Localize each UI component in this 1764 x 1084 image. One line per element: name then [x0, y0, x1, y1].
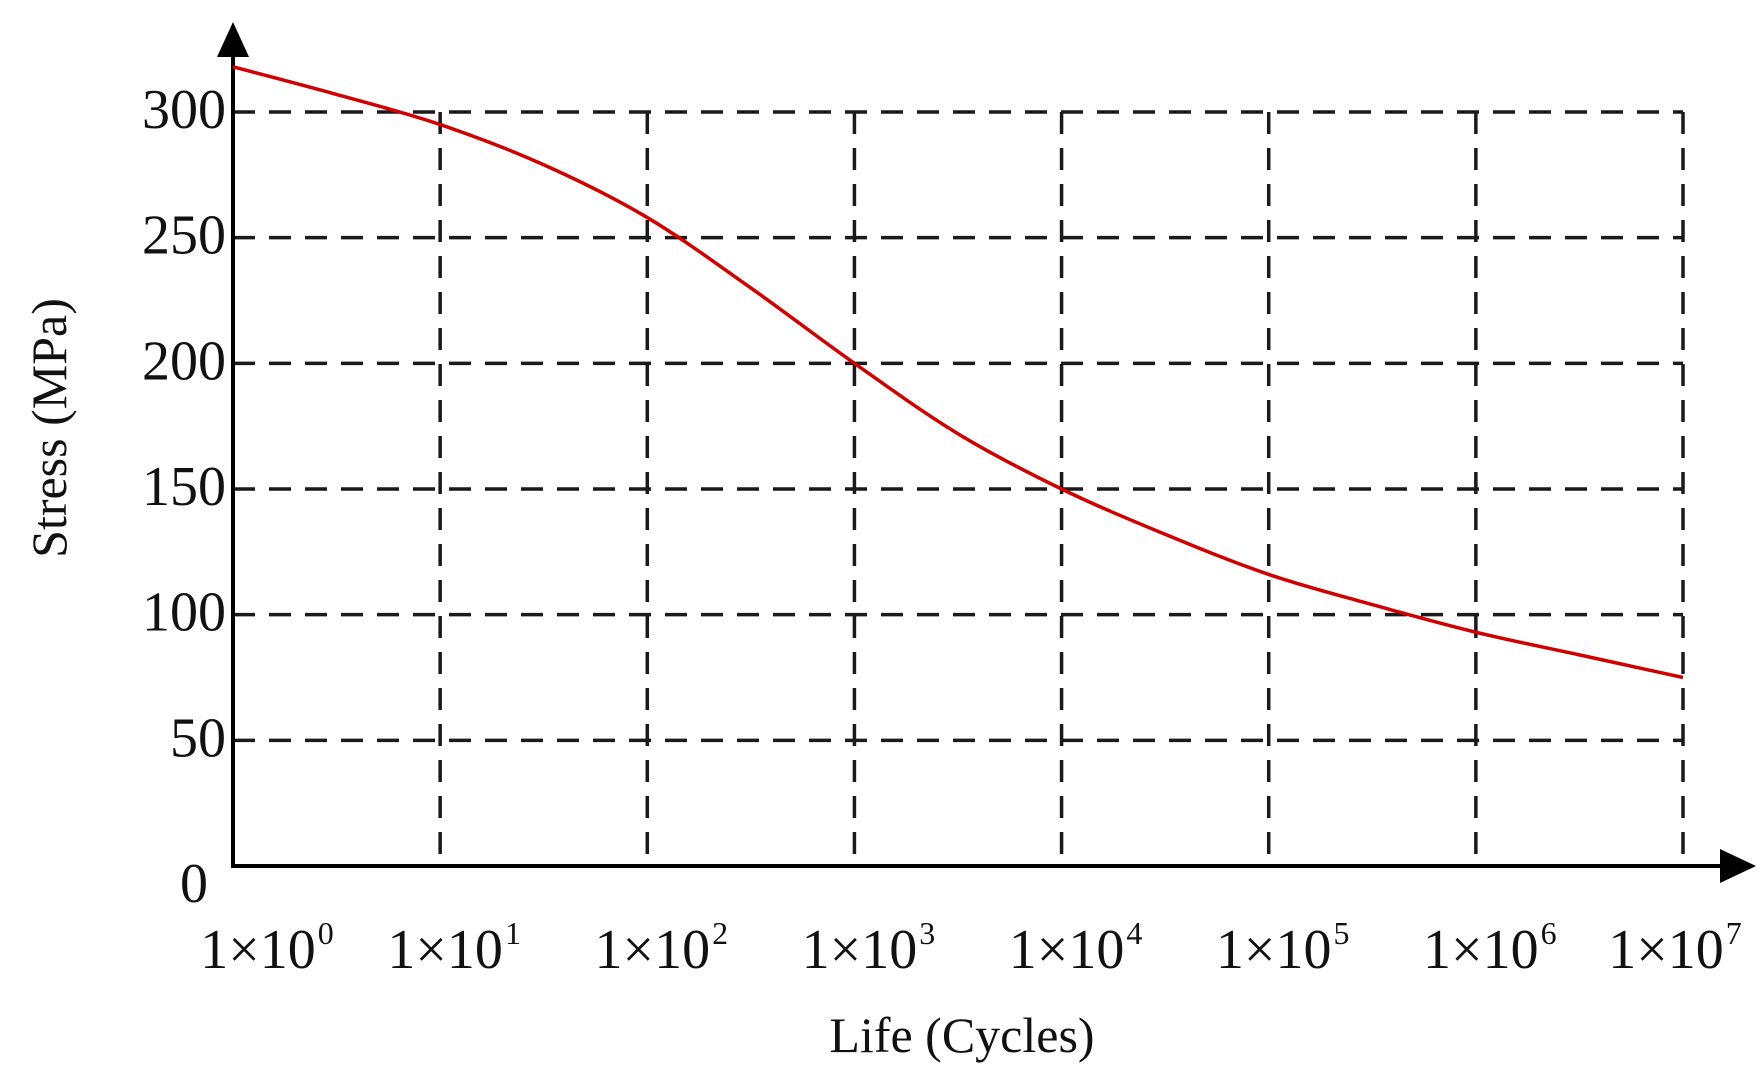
y-tick-labels: 0 50 100 150 200 250 300 — [142, 79, 226, 915]
x-tick-base: 1×10 — [1009, 919, 1125, 981]
grid — [233, 110, 1685, 866]
x-tick-exponent: 7 — [1726, 915, 1742, 951]
x-tick-exponent: 2 — [712, 915, 728, 951]
y-axis-label: Stress (MPa) — [21, 298, 77, 558]
x-tick-base: 1×10 — [594, 919, 710, 981]
x-tick-exponent: 4 — [1126, 915, 1142, 951]
y-tick-label: 300 — [142, 79, 226, 141]
axes — [217, 22, 1756, 883]
y-axis-arrow-icon — [217, 22, 249, 57]
x-tick-base: 1×10 — [1423, 919, 1539, 981]
x-tick-exponent: 1 — [505, 915, 521, 951]
x-tick-label: 1×106 — [1423, 915, 1557, 981]
x-tick-label: 1×107 — [1608, 915, 1742, 981]
x-tick-base: 1×10 — [387, 919, 503, 981]
x-axis-arrow-icon — [1720, 849, 1756, 883]
y-tick-label: 250 — [142, 205, 226, 267]
y-tick-label: 50 — [170, 707, 226, 769]
x-tick-base: 1×10 — [200, 919, 316, 981]
y-tick-label: 150 — [142, 456, 226, 518]
x-tick-label: 1×102 — [594, 915, 728, 981]
x-tick-label: 1×101 — [387, 915, 521, 981]
x-tick-exponent: 5 — [1334, 915, 1350, 951]
x-tick-exponent: 0 — [318, 915, 334, 951]
x-tick-base: 1×10 — [1608, 919, 1724, 981]
x-tick-label: 1×105 — [1216, 915, 1350, 981]
x-tick-base: 1×10 — [1216, 919, 1332, 981]
series-line — [232, 65, 1684, 680]
y-tick-label: 100 — [142, 582, 226, 644]
y-tick-label: 0 — [180, 853, 208, 915]
x-tick-exponent: 3 — [919, 915, 935, 951]
x-tick-label: 1×103 — [802, 915, 936, 981]
y-tick-label: 200 — [142, 330, 226, 392]
x-tick-base: 1×10 — [802, 919, 918, 981]
x-tick-labels: 1×100 1×101 1×102 1×103 1×104 1×105 1×106 1×107 — [200, 915, 1742, 981]
x-tick-label: 1×100 — [200, 915, 334, 981]
x-tick-label: 1×104 — [1009, 915, 1143, 981]
x-tick-exponent: 6 — [1541, 915, 1557, 951]
x-axis-label: Life (Cycles) — [829, 1007, 1094, 1063]
